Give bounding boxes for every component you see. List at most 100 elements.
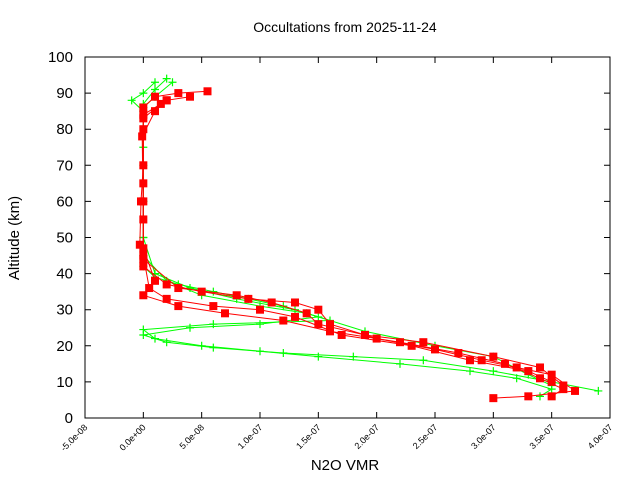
data-point-square [151, 276, 159, 285]
x-tick-label: 0.0e+00 [117, 422, 147, 452]
data-point-square [466, 356, 474, 365]
x-tick-label: 4.0e-07 [586, 422, 615, 451]
y-tick-label: 10 [56, 374, 73, 391]
data-point-square [145, 284, 154, 293]
series-1-profile-1-line [142, 96, 565, 397]
data-point-square [431, 345, 439, 354]
x-axis-label: N2O VMR [311, 457, 380, 474]
data-point-plus [127, 96, 136, 105]
data-point-square [419, 338, 428, 347]
data-point-plus [186, 323, 194, 332]
data-point-square [174, 284, 183, 293]
data-point-square [302, 309, 311, 318]
y-tick-label: 0 [65, 410, 73, 427]
data-point-square [174, 302, 183, 311]
data-point-square [197, 287, 206, 296]
data-point-square [314, 320, 323, 329]
data-point-square [571, 386, 579, 395]
data-point-square [326, 327, 334, 336]
series-0-profile-2-line [142, 81, 552, 386]
data-point-square [139, 103, 148, 112]
data-point-plus [151, 78, 159, 87]
y-tick-label: 90 [56, 85, 73, 102]
series-1-profile-2-line [141, 99, 552, 383]
y-tick-label: 50 [56, 230, 73, 247]
data-point-plus [536, 392, 544, 401]
data-point-square [221, 309, 229, 318]
data-point-square [256, 305, 264, 314]
x-tick-label: 3.0e-07 [469, 422, 498, 451]
data-point-square [244, 294, 253, 303]
data-point-square [138, 132, 147, 141]
data-point-square [326, 320, 334, 329]
data-point-square [151, 92, 159, 101]
y-tick-label: 70 [56, 157, 73, 174]
data-layer [127, 74, 603, 403]
data-point-plus [396, 359, 404, 368]
data-point-square [559, 381, 568, 390]
data-point-plus [512, 374, 521, 383]
data-point-square [139, 255, 148, 264]
data-point-plus [594, 386, 603, 395]
data-point-square [547, 377, 556, 386]
data-point-plus [162, 74, 171, 83]
data-point-square [512, 363, 521, 372]
data-point-square [547, 370, 556, 379]
y-tick-label: 40 [56, 266, 73, 283]
x-tick-label: 5.0e-08 [177, 422, 206, 451]
data-point-square [501, 359, 509, 368]
data-point-square [162, 96, 171, 105]
x-tick-label: 1.5e-07 [294, 422, 323, 451]
series-0-profile-1-line [141, 78, 553, 397]
data-point-plus [466, 367, 474, 376]
y-tick-label: 60 [56, 193, 73, 210]
data-point-square [162, 280, 171, 289]
data-point-square [291, 312, 299, 321]
data-point-plus [419, 356, 428, 365]
data-point-plus [256, 347, 264, 356]
data-point-square [524, 367, 533, 376]
data-point-plus [151, 334, 159, 343]
x-tick-label: 1.0e-07 [236, 422, 265, 451]
data-point-plus [168, 78, 177, 87]
data-point-square [139, 262, 148, 271]
data-point-plus [151, 85, 159, 94]
data-point-square [209, 302, 218, 311]
data-point-square [396, 338, 404, 347]
plot-frame [84, 56, 611, 419]
data-point-square [361, 330, 369, 339]
data-point-plus [139, 89, 148, 98]
data-point-plus [162, 338, 171, 347]
data-point-square [454, 349, 463, 358]
data-point-plus [489, 367, 498, 376]
data-point-square [407, 341, 416, 350]
data-point-square [156, 99, 165, 108]
x-tick-label: 2.5e-07 [411, 422, 440, 451]
data-point-square [536, 363, 544, 372]
y-tick-label: 30 [56, 302, 73, 319]
data-point-square [291, 298, 299, 307]
data-point-square [267, 298, 276, 307]
data-point-square [232, 291, 241, 300]
x-tick-label: -5.0e-08 [59, 422, 90, 453]
data-point-square [337, 330, 346, 339]
data-point-plus [209, 320, 218, 329]
chart-title: Occultations from 2025-11-24 [253, 19, 437, 35]
y-axis-label: Altitude (km) [6, 196, 23, 280]
data-point-plus [197, 341, 206, 350]
data-point-square [477, 356, 486, 365]
data-point-square [279, 316, 288, 325]
data-point-square [547, 392, 556, 401]
data-point-square [203, 87, 212, 96]
data-point-square [524, 392, 533, 401]
y-tick-label: 80 [56, 121, 73, 138]
data-point-square [139, 291, 148, 300]
data-point-square [536, 374, 544, 383]
data-point-square [174, 89, 183, 98]
x-tick-label: 3.5e-07 [527, 422, 556, 451]
data-point-square [151, 107, 159, 116]
data-point-square [139, 114, 148, 123]
data-point-square [139, 197, 148, 206]
